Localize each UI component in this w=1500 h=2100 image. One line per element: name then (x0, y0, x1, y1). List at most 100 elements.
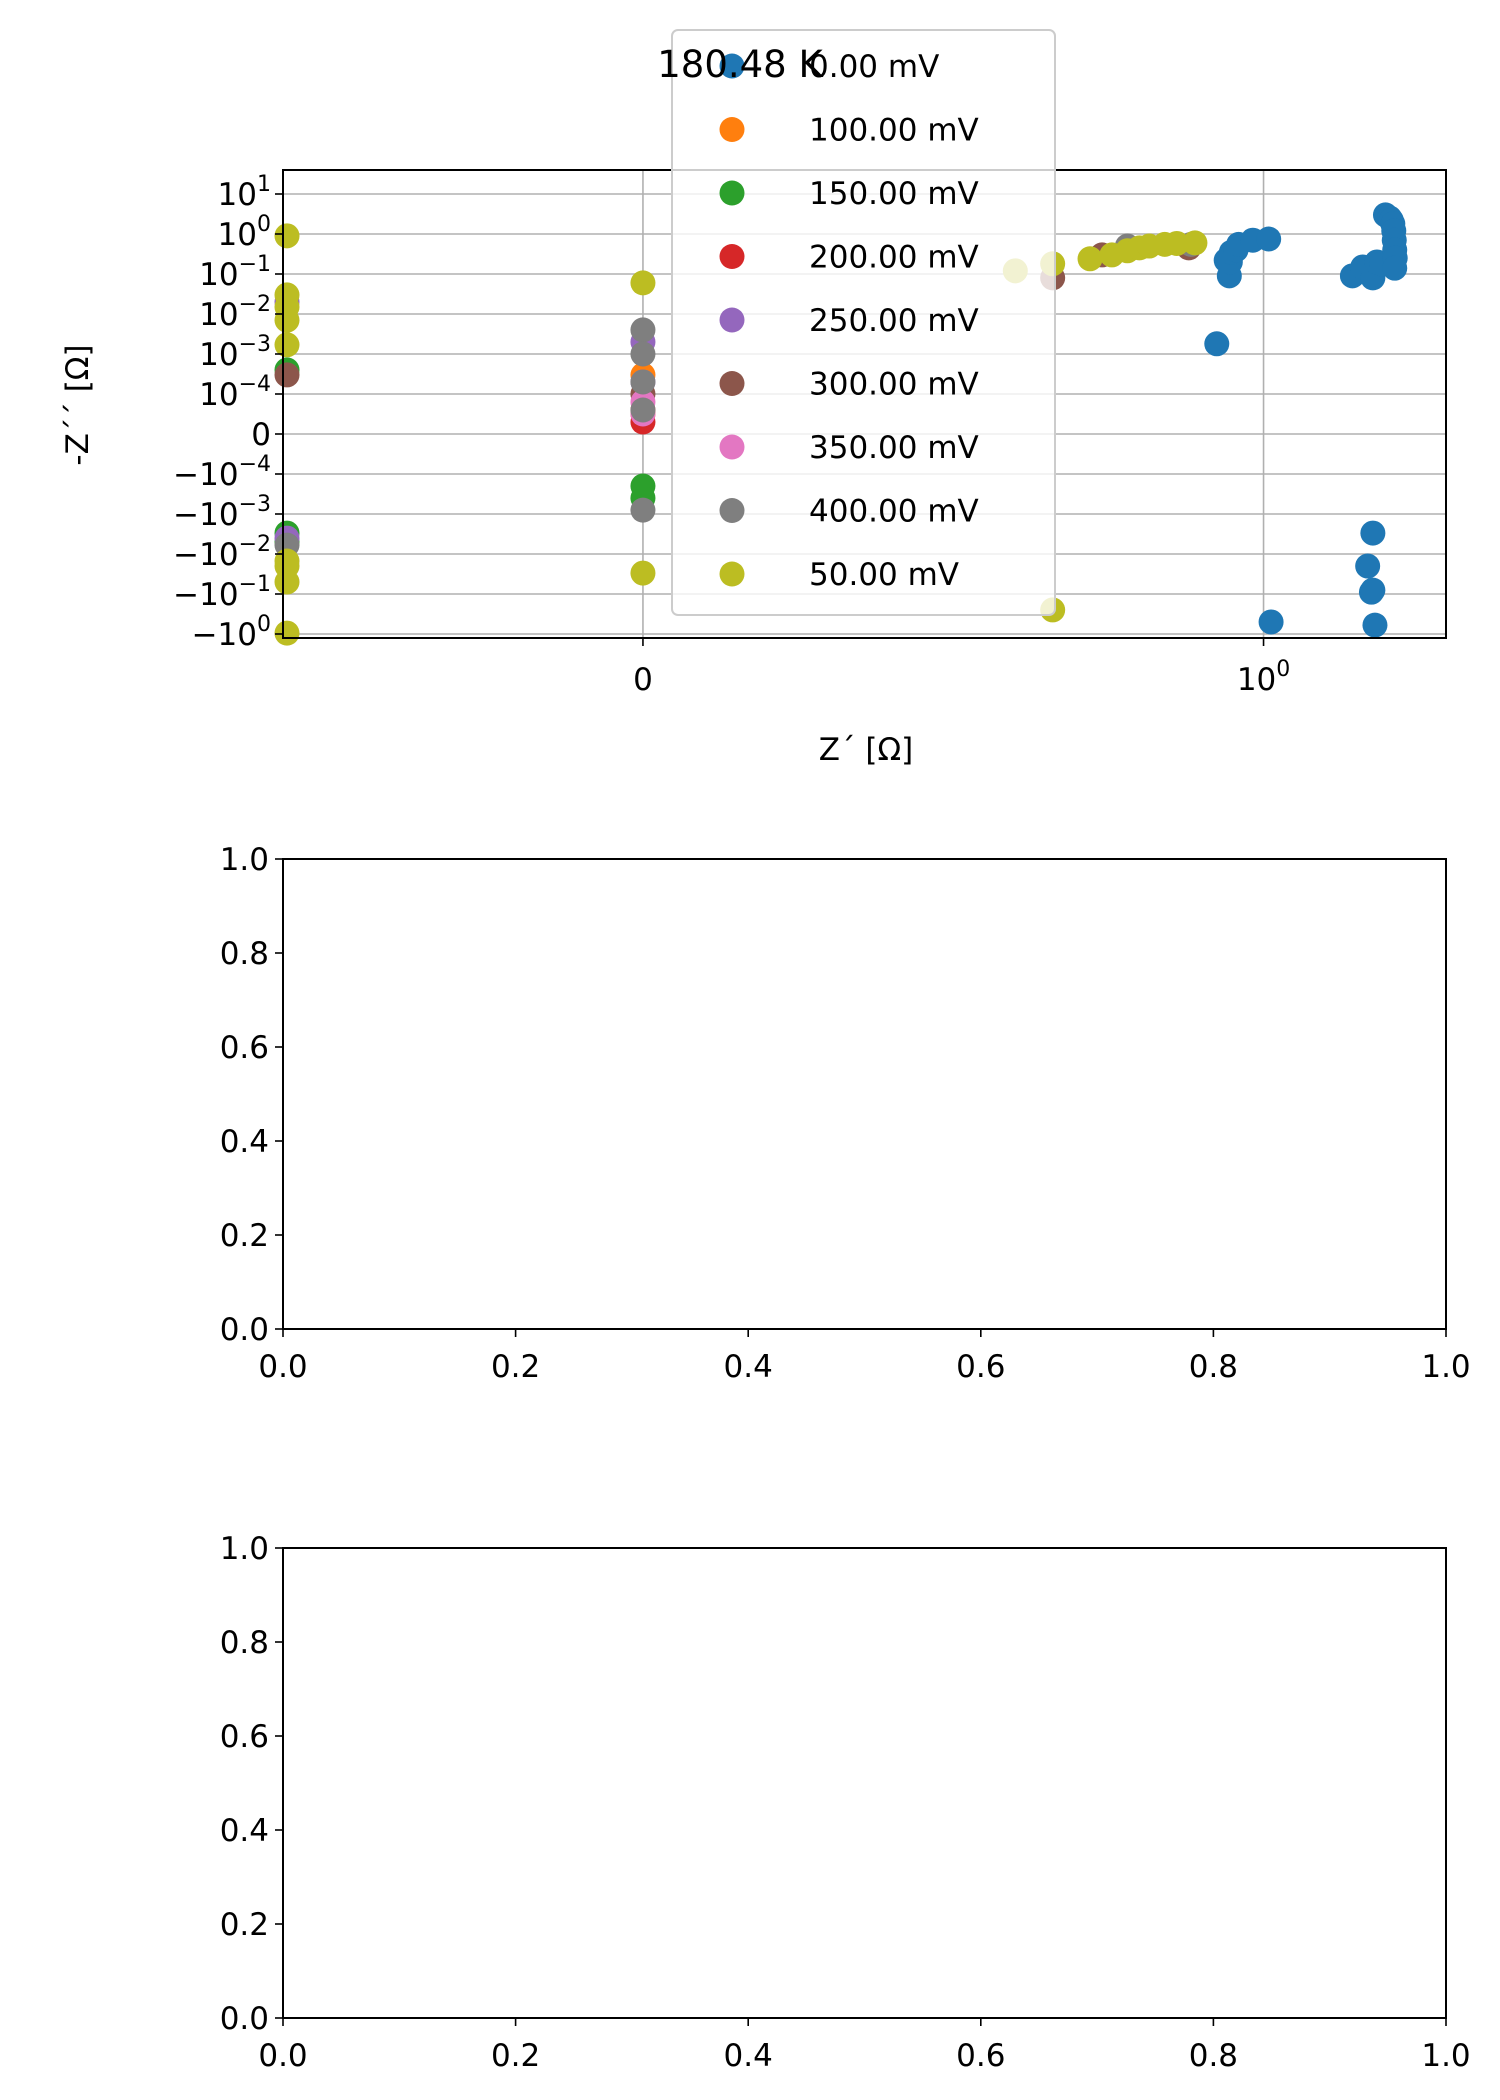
nyquist-point-series-5 (274, 362, 300, 388)
nyquist-y-tick-label-exp: 0 (257, 612, 271, 637)
x-tick-label: 0.0 (258, 2038, 307, 2074)
legend-label: 100.00 mV (809, 113, 979, 149)
nyquist-y-tick-label-exp: −2 (239, 532, 271, 557)
nyquist-y-tick-label: −10−2 (173, 532, 271, 573)
nyquist-y-tick-label-base: −10 (192, 617, 257, 653)
y-tick-label: 0.0 (220, 1312, 269, 1348)
nyquist-point-series-8 (274, 223, 300, 249)
nyquist-y-tick-label-base: 0 (251, 417, 271, 453)
y-tick-label: 0.2 (220, 1907, 269, 1943)
nyquist-y-tick-label-base: 10 (199, 377, 238, 413)
y-tick-label: 0.4 (220, 1124, 269, 1160)
nyquist-x-tick-label-base: 10 (1237, 662, 1276, 698)
x-tick-label: 0.2 (491, 1349, 540, 1385)
middle-ticks: 0.0 0.2 0.4 0.6 0.8 1.0 0.0 0.2 0.4 0.6 0.8 1.0 (220, 842, 1471, 1385)
nyquist-x-tick-label-base: 0 (633, 662, 653, 698)
nyquist-point-series-7 (630, 369, 656, 395)
nyquist-y-tick-label-base: 10 (199, 337, 238, 373)
x-tick-label: 0.8 (1189, 2038, 1238, 2074)
nyquist-point-series-8 (274, 569, 300, 595)
nyquist-y-tick-label-base: −10 (173, 537, 238, 573)
nyquist-y-tick-label: −100 (192, 612, 271, 653)
nyquist-y-tick-label-base: −10 (173, 497, 238, 533)
nyquist-point-series-0 (1204, 331, 1230, 357)
y-tick-label: 1.0 (220, 842, 269, 878)
nyquist-y-tick-label-exp: 0 (257, 212, 271, 237)
nyquist-y-tick-label-base: 10 (199, 257, 238, 293)
nyquist-y-tick-label-exp: −1 (239, 252, 271, 277)
x-tick-label: 0.2 (491, 2038, 540, 2074)
nyquist-point-series-8 (274, 620, 300, 646)
legend-marker (719, 498, 745, 523)
nyquist-panel: 0 100 10110010−110−210−310−40−10−4−10−3−1… (60, 29, 1447, 768)
nyquist-point-series-7 (630, 497, 656, 523)
x-tick-label: 1.0 (1421, 2038, 1470, 2074)
nyquist-point-series-0 (1382, 255, 1408, 281)
nyquist-y-tick-label-exp: 1 (257, 172, 271, 197)
nyquist-y-axis-label: -Z´´ [Ω] (60, 344, 96, 465)
nyquist-x-tick-label: 0 (633, 662, 653, 698)
nyquist-point-series-8 (274, 332, 300, 358)
nyquist-y-tick-label: 10−1 (199, 252, 271, 293)
legend-label: 400.00 mV (809, 494, 979, 530)
nyquist-y-tick-label: 100 (218, 212, 271, 253)
nyquist-y-tick-label: 10−4 (199, 372, 271, 413)
nyquist-y-tick-label: 10−3 (199, 332, 271, 373)
nyquist-y-tick-label: −10−3 (173, 492, 271, 533)
nyquist-point-series-8 (1182, 230, 1208, 256)
y-tick-label: 0.6 (220, 1719, 269, 1755)
nyquist-y-tick-label-base: −10 (173, 457, 238, 493)
empty-panel-middle: 0.0 0.2 0.4 0.6 0.8 1.0 0.0 0.2 0.4 0.6 0.8 1.0 (220, 842, 1471, 1385)
nyquist-y-tick-label: −10−1 (173, 572, 271, 613)
y-tick-label: 0.8 (220, 936, 269, 972)
x-tick-label: 0.6 (956, 2038, 1005, 2074)
nyquist-x-tick-label: 100 (1237, 657, 1290, 698)
legend-marker (719, 434, 745, 460)
legend-box (671, 29, 1056, 616)
nyquist-y-tick-label-base: 10 (199, 297, 238, 333)
legend-marker (719, 53, 745, 79)
y-tick-label: 0.6 (220, 1030, 269, 1066)
nyquist-y-tick-label-exp: −4 (239, 452, 271, 477)
nyquist-point-series-0 (1355, 553, 1381, 579)
legend-marker (719, 244, 745, 269)
nyquist-y-tick-label: −10−4 (173, 452, 271, 493)
middle-axes-frame (282, 858, 1447, 1330)
nyquist-y-tick-label-exp: −3 (239, 332, 271, 357)
nyquist-y-tick-label-exp: −1 (239, 572, 271, 597)
x-tick-label: 1.0 (1421, 1349, 1470, 1385)
y-tick-label: 0.2 (220, 1218, 269, 1254)
empty-panel-bottom: 0.0 0.2 0.4 0.6 0.8 1.0 0.0 0.2 0.4 0.6 0.8 1.0 (220, 1531, 1471, 2074)
legend-label: 150.00 mV (809, 176, 979, 212)
nyquist-point-series-8 (1164, 230, 1190, 256)
nyquist-y-tick-label-exp: −2 (239, 292, 271, 317)
nyquist-x-tick-label-exp: 0 (1276, 657, 1290, 682)
legend-label: 200.00 mV (809, 240, 979, 276)
nyquist-y-ticks: 10110010−110−210−310−40−10−4−10−3−10−2−1… (173, 172, 283, 653)
nyquist-point-series-7 (630, 317, 656, 343)
nyquist-point-series-7 (630, 341, 656, 367)
y-tick-label: 0.8 (220, 1625, 269, 1661)
x-tick-label: 0.4 (724, 1349, 773, 1385)
nyquist-title: 180.48 K (657, 43, 824, 86)
bottom-ticks: 0.0 0.2 0.4 0.6 0.8 1.0 0.0 0.2 0.4 0.6 0.8 1.0 (220, 1531, 1471, 2074)
x-tick-label: 0.0 (258, 1349, 307, 1385)
nyquist-point-series-8 (630, 560, 656, 586)
y-tick-label: 0.4 (220, 1813, 269, 1849)
nyquist-point-series-0 (1360, 520, 1386, 546)
nyquist-point-series-0 (1256, 226, 1282, 252)
x-tick-label: 0.8 (1189, 1349, 1238, 1385)
legend-label: 350.00 mV (809, 430, 979, 466)
nyquist-point-series-8 (274, 282, 300, 308)
nyquist-y-tick-label: 0 (251, 417, 271, 453)
y-tick-label: 0.0 (220, 2001, 269, 2037)
legend-marker (719, 307, 745, 333)
nyquist-x-ticks: 0 100 (633, 638, 1290, 698)
nyquist-y-tick-label: 10−2 (199, 292, 271, 333)
nyquist-point-series-0 (1362, 612, 1388, 638)
nyquist-point-series-0 (1360, 577, 1386, 603)
nyquist-y-tick-label-base: −10 (173, 577, 238, 613)
legend-marker (719, 371, 745, 396)
bottom-axes-frame (282, 1547, 1447, 2019)
